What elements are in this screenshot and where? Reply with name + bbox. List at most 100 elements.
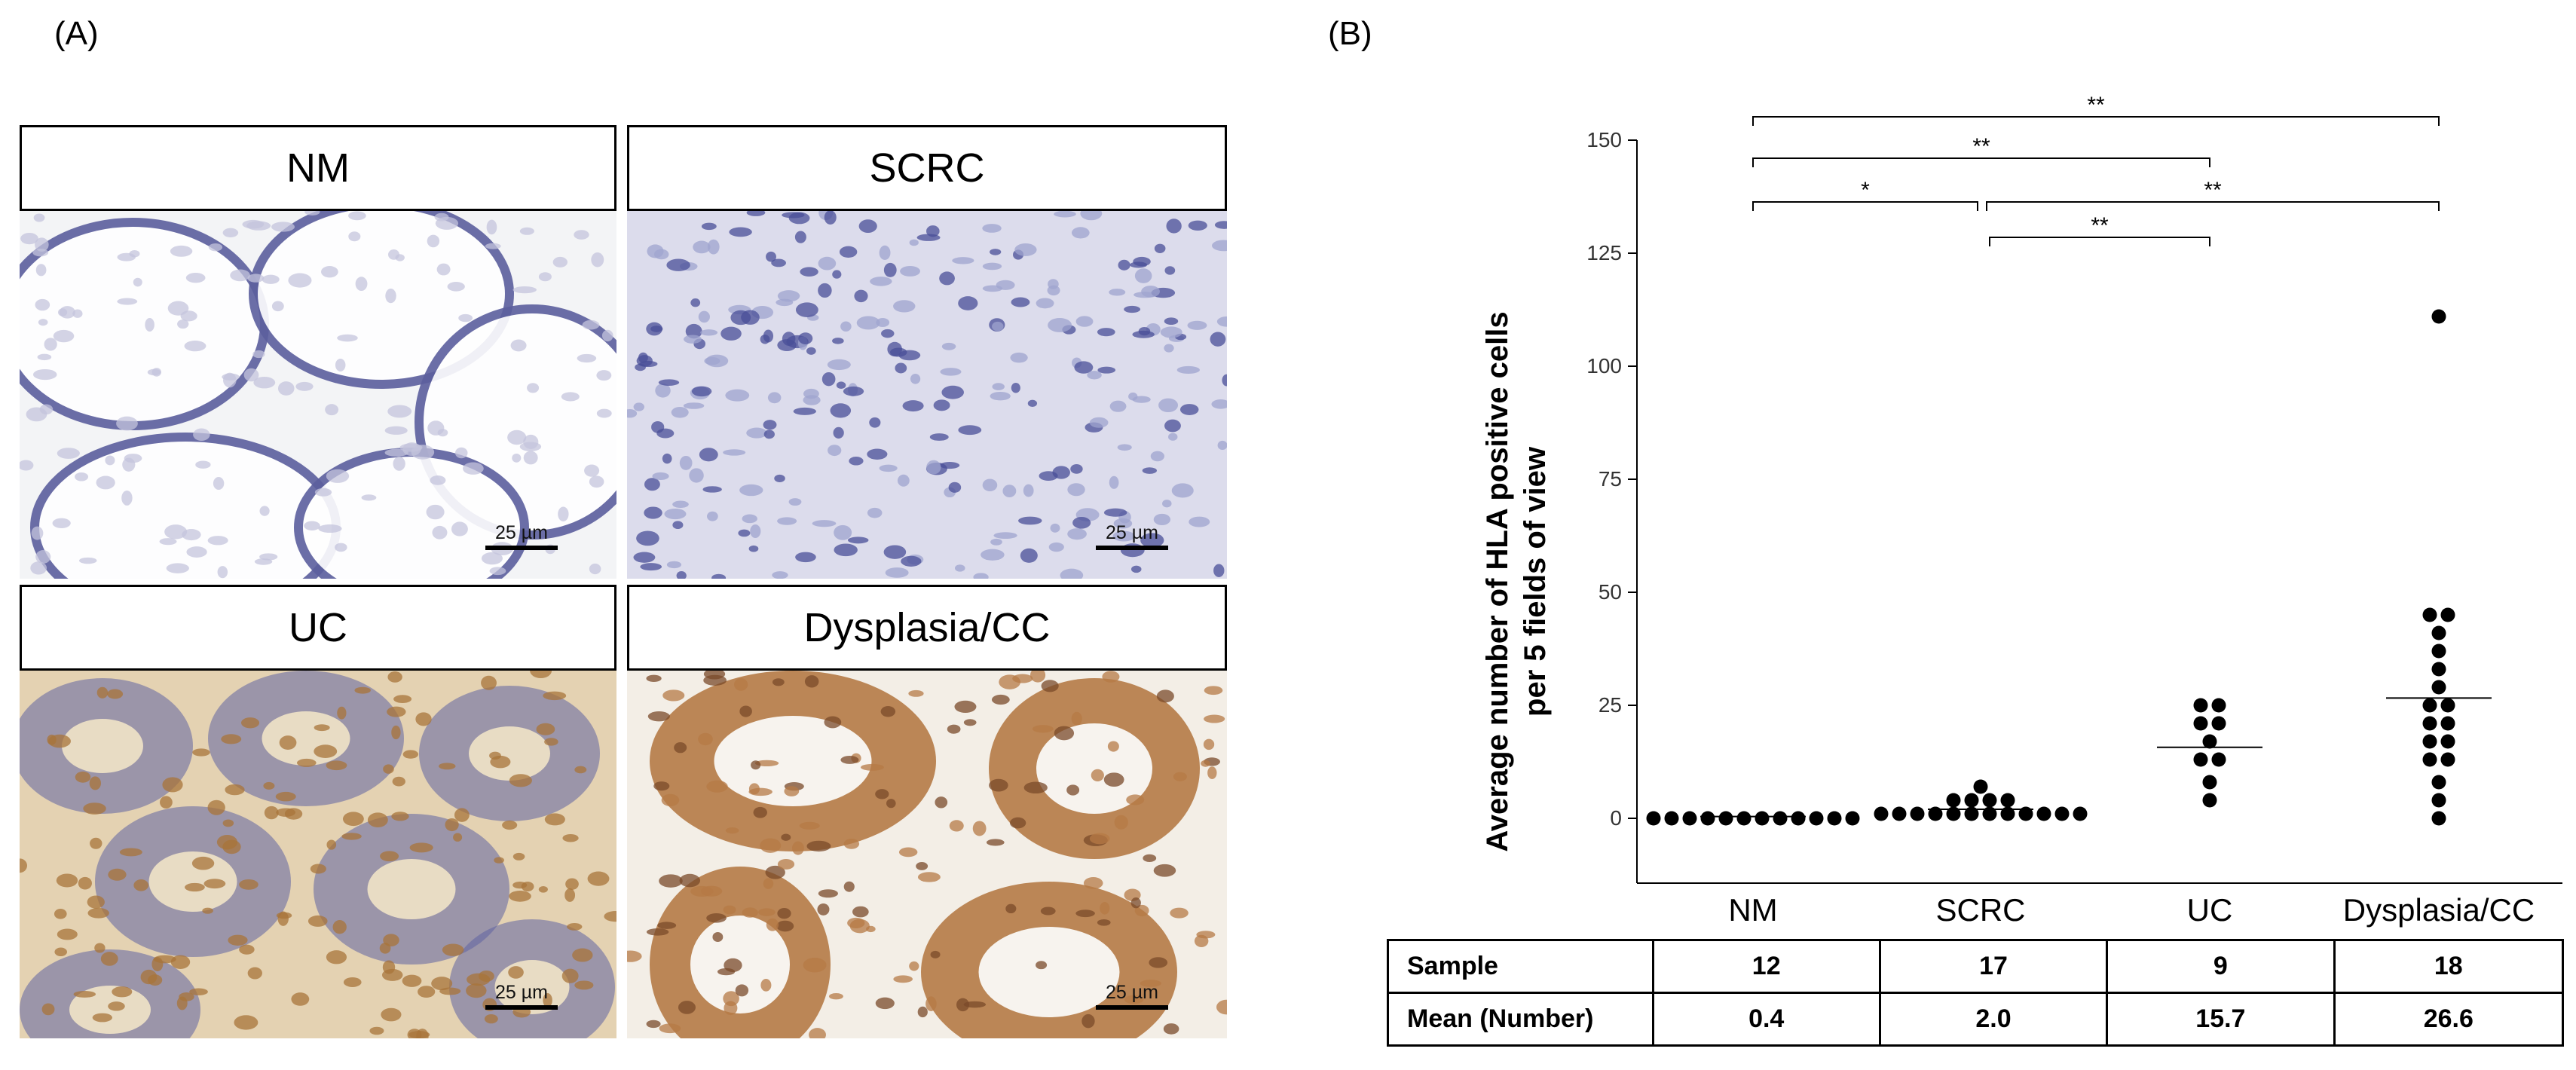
cell-nucleus: [342, 812, 364, 827]
cell-nucleus: [318, 524, 342, 533]
table-cell: 26.6: [2333, 992, 2565, 1047]
cell-nucleus: [601, 329, 613, 342]
cell-nucleus: [794, 231, 806, 243]
cell-nucleus: [54, 909, 67, 919]
cell-nucleus: [767, 392, 782, 404]
cell-nucleus: [276, 808, 296, 817]
cell-nucleus: [830, 403, 852, 418]
cell-nucleus: [992, 321, 1004, 332]
table-cell: 0.4: [1651, 992, 1881, 1047]
y-tick-label: 0: [1610, 806, 1622, 830]
cell-nucleus: [1002, 485, 1017, 498]
cell-nucleus: [494, 857, 504, 864]
cell-nucleus: [812, 520, 837, 527]
cell-nucleus: [107, 689, 124, 699]
cell-nucleus: [604, 911, 616, 922]
cell-nucleus: [706, 913, 727, 923]
cell-nucleus: [596, 370, 612, 381]
data-point: [2000, 806, 2015, 821]
cell-nucleus: [771, 258, 786, 268]
cell-nucleus: [1087, 371, 1102, 380]
cell-nucleus: [958, 425, 982, 436]
cell-nucleus: [186, 546, 207, 558]
cell-nucleus: [369, 1026, 384, 1035]
cell-nucleus: [1067, 528, 1087, 540]
data-point: [1755, 811, 1770, 826]
cell-nucleus: [1141, 286, 1160, 298]
table-cell: 2.0: [1878, 992, 2109, 1047]
cell-nucleus: [772, 678, 785, 686]
cell-nucleus: [1201, 760, 1210, 767]
cell-nucleus: [646, 322, 662, 336]
data-point: [1982, 793, 1997, 808]
cell-nucleus: [57, 448, 80, 459]
cell-nucleus: [954, 564, 965, 572]
cell-nucleus: [1153, 513, 1171, 526]
cell-nucleus: [766, 918, 779, 931]
cell-nucleus: [1075, 316, 1094, 327]
micrograph-scrc: SCRC 25 µm: [627, 125, 1227, 579]
cell-nucleus: [941, 342, 956, 350]
cell-nucleus: [840, 755, 859, 764]
gland-lumen: [69, 986, 151, 1034]
cell-nucleus: [1149, 957, 1168, 968]
cell-nucleus: [121, 490, 133, 506]
cell-nucleus: [1011, 382, 1020, 393]
cell-nucleus: [821, 371, 836, 387]
cell-nucleus: [189, 988, 208, 995]
cell-nucleus: [384, 448, 408, 457]
cell-nucleus: [860, 763, 884, 771]
cell-nucleus: [1005, 903, 1017, 914]
cell-nucleus: [627, 950, 642, 962]
data-point: [2431, 625, 2446, 640]
cell-nucleus: [720, 326, 742, 341]
cell-nucleus: [746, 211, 766, 216]
cell-nucleus: [929, 433, 949, 441]
cell-nucleus: [530, 671, 552, 678]
cell-nucleus: [544, 738, 558, 746]
cell-nucleus: [657, 922, 677, 929]
cell-nucleus: [415, 712, 432, 726]
cell-nucleus: [741, 310, 760, 325]
cell-nucleus: [561, 968, 579, 983]
data-point: [2431, 793, 2446, 808]
cell-nucleus: [195, 460, 211, 469]
cell-nucleus: [94, 943, 106, 953]
gland-lumen: [367, 859, 456, 919]
cell-nucleus: [1054, 211, 1076, 218]
table-row-header: Sample: [1387, 939, 1654, 994]
data-point: [2193, 716, 2208, 731]
cell-nucleus: [897, 474, 910, 487]
cell-nucleus: [1032, 725, 1054, 733]
cell-nucleus: [572, 948, 593, 962]
cell-nucleus: [38, 319, 48, 326]
cell-nucleus: [1196, 931, 1216, 939]
y-tick-label: 125: [1586, 241, 1622, 264]
cell-nucleus: [707, 239, 720, 255]
cell-nucleus: [314, 744, 338, 758]
cell-nucleus: [717, 968, 736, 976]
cell-nucleus: [1203, 738, 1215, 751]
cell-nucleus: [652, 472, 669, 481]
cell-nucleus: [435, 216, 459, 230]
cell-nucleus: [885, 567, 909, 578]
gland-lumen: [978, 927, 1120, 1017]
cell-nucleus: [659, 1023, 681, 1034]
cell-nucleus: [1187, 320, 1207, 330]
cell-nucleus: [644, 506, 662, 519]
data-point: [2422, 716, 2437, 731]
cell-nucleus: [1179, 404, 1199, 415]
cell-nucleus: [839, 246, 858, 258]
cell-nucleus: [843, 386, 864, 396]
significance-label: **: [2204, 178, 2222, 203]
data-point: [2211, 698, 2226, 713]
cell-nucleus: [552, 256, 568, 268]
cell-nucleus: [666, 258, 690, 271]
cell-nucleus: [78, 876, 92, 890]
cell-nucleus: [1164, 344, 1174, 353]
data-point: [2073, 806, 2088, 821]
cell-nucleus: [252, 350, 265, 359]
cell-nucleus: [701, 222, 717, 231]
cell-nucleus: [430, 475, 446, 485]
cell-nucleus: [207, 536, 228, 546]
